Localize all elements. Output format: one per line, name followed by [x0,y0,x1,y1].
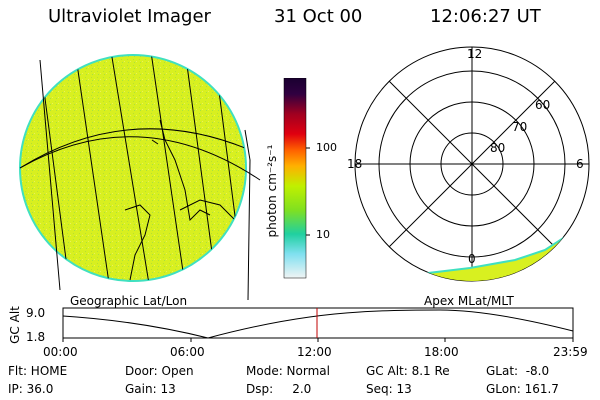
altitude-xtick-1800: 18:00 [424,345,459,359]
gain-info: Gain: 13 [125,382,176,396]
door-info: Door: Open [125,364,194,378]
mlat-label-60: 60 [535,98,551,112]
dsp-info: Dsp: 2.0 [246,382,312,396]
mode-info: Mode: Normal [246,364,330,378]
polar-plot [354,46,590,282]
altitude-xtick-2359: 23:59 [553,345,588,359]
mlat-label-70: 70 [512,120,528,134]
aurora-oval [399,228,581,281]
altitude-plot [62,307,574,342]
altitude-xtick-0000: 00:00 [43,345,78,359]
altitude-ytick-bottom: 1.8 [26,330,46,344]
mlat-label-80: 80 [490,141,506,155]
mlt-label-0: 0 [468,252,476,266]
app-title: Ultraviolet Imager [48,6,211,27]
mlt-label-18: 18 [347,157,363,171]
altitude-curve [62,309,574,339]
geographic-image [19,54,261,300]
glat-info: GLat: -8.0 [486,364,550,378]
colorbar-tick-100: 100 [316,141,337,154]
colorbar-unit-label: photon cm⁻²s⁻¹ [265,144,279,238]
altitude-ylabel: GC Alt [8,306,22,344]
color-bar [283,78,310,279]
altitude-ytick-top: 9.0 [26,306,46,320]
mlt-label-6: 6 [576,157,584,171]
glon-info: GLon: 161.7 [486,382,559,396]
time-label: 12:06:27 UT [430,6,541,27]
mlt-label-12: 12 [467,47,483,61]
date-label: 31 Oct 00 [274,6,363,27]
colorbar-tick-10: 10 [316,228,330,241]
altitude-xtick-0600: 06:00 [170,345,205,359]
apex-label: Apex MLat/MLT [424,294,514,308]
geographic-label: Geographic Lat/Lon [70,294,188,308]
altitude-xtick-1200: 12:00 [297,345,332,359]
gcalt-info: GC Alt: 8.1 Re [366,364,450,378]
flt-info: Flt: HOME [8,364,68,378]
ip-info: IP: 36.0 [8,382,54,396]
seq-info: Seq: 13 [366,382,412,396]
